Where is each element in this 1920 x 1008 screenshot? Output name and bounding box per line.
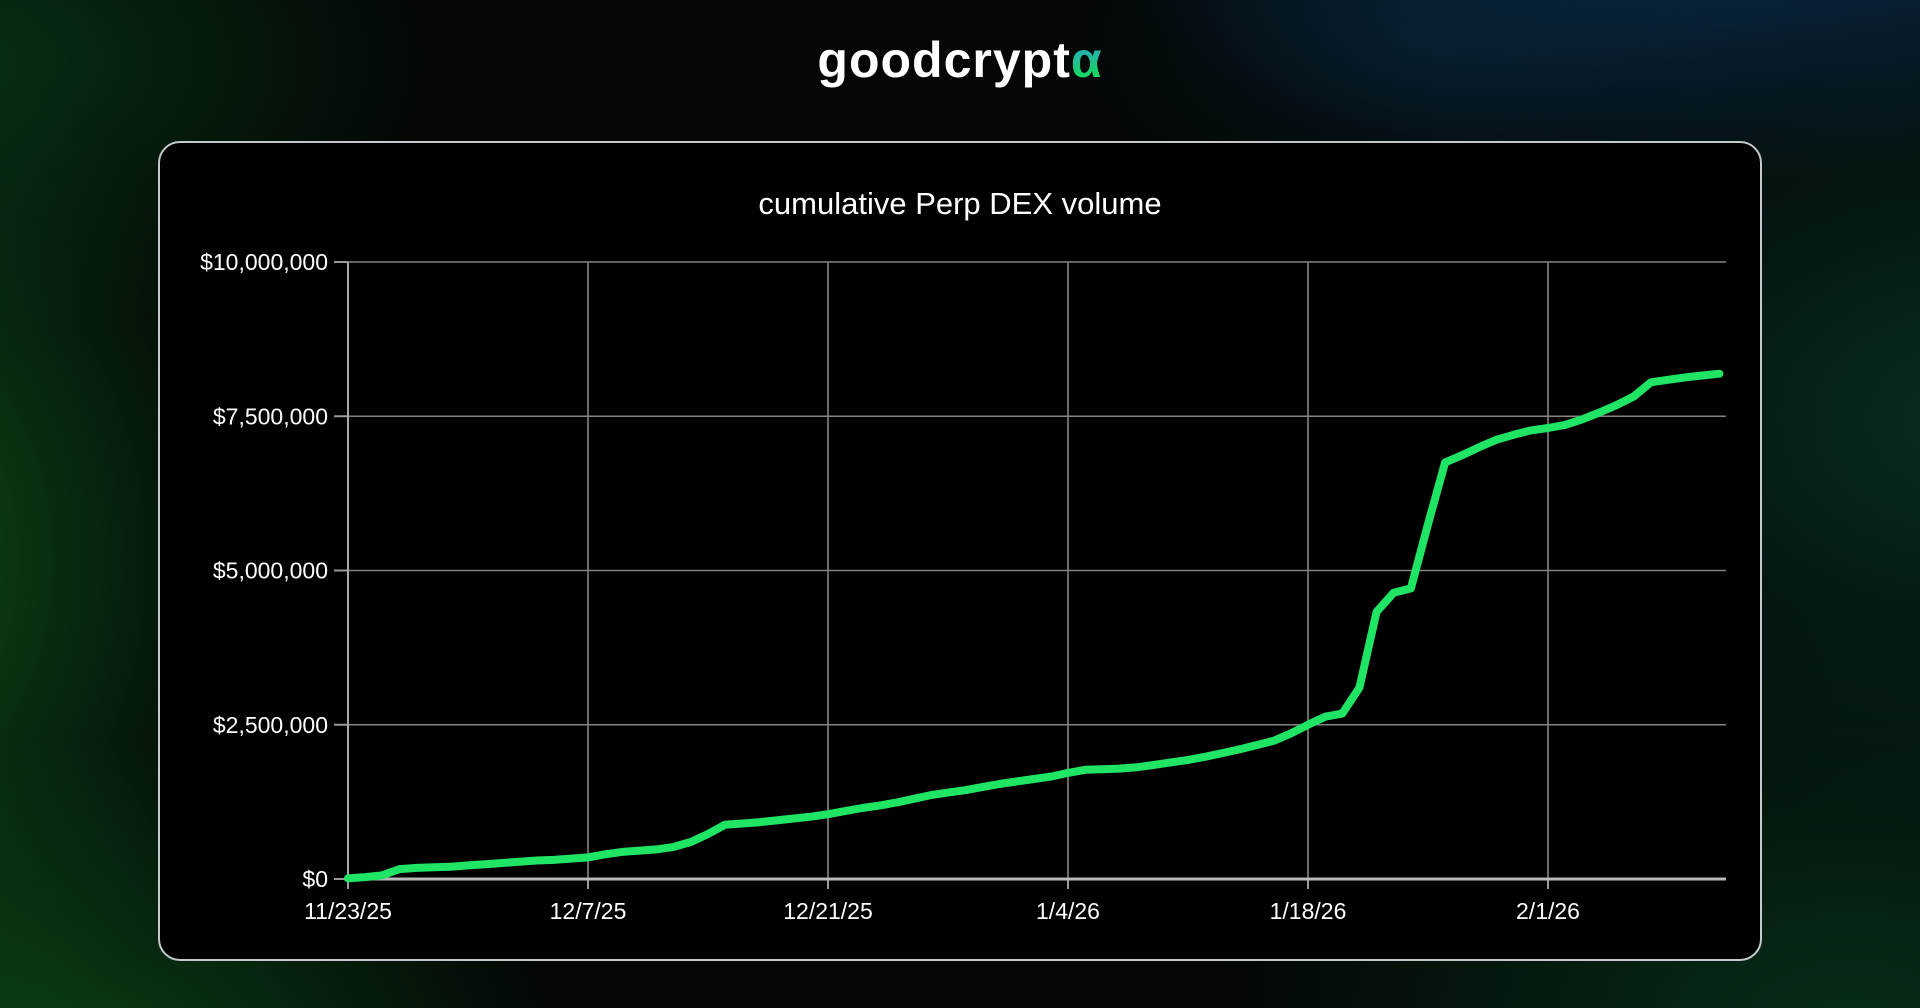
y-axis-label: $10,000,000 [200,249,328,275]
chart-card [158,141,1762,961]
x-axis-label: 12/7/25 [550,898,627,924]
x-axis-label: 1/4/26 [1036,898,1100,924]
x-axis-label: 12/21/25 [783,898,873,924]
logo-alpha-icon: α [1070,32,1103,88]
chart-title: cumulative Perp DEX volume [758,186,1162,221]
x-axis-label: 2/1/26 [1516,898,1580,924]
y-axis-label: $7,500,000 [213,403,328,429]
x-axis-label: 1/18/26 [1270,898,1347,924]
y-axis-label: $0 [302,866,328,892]
y-axis-label: $5,000,000 [213,558,328,584]
logo-text: goodcrypt [817,32,1071,88]
x-axis-label: 11/23/25 [304,898,392,924]
volume-line [344,369,1724,883]
logo: goodcryptα [0,28,1920,92]
y-axis-label: $2,500,000 [213,712,328,738]
